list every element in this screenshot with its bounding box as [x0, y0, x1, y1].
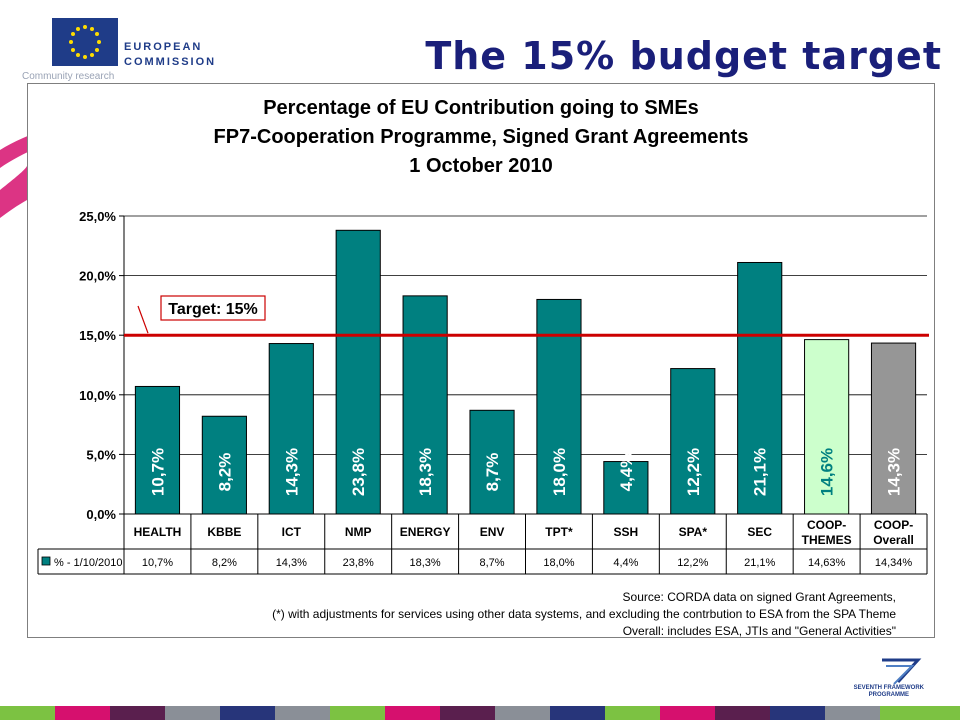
chart-frame: Percentage of EU Contribution going to S…	[27, 83, 935, 638]
bar-7	[603, 461, 649, 515]
table-value-0: 10,7%	[142, 557, 173, 569]
category-label-7: SSH	[614, 525, 639, 539]
category-label-8: SPA*	[679, 525, 708, 539]
table-value-1: 8,2%	[212, 557, 237, 569]
target-label: Target: 15%	[168, 301, 258, 318]
bar-label-2: 14,3%	[282, 448, 301, 496]
category-label-6: TPT*	[545, 525, 573, 539]
y-tick-label: 0,0%	[86, 507, 116, 522]
table-value-9: 21,1%	[744, 557, 775, 569]
table-value-3: 23,8%	[343, 557, 374, 569]
target-label-box	[160, 295, 266, 321]
eu-flag-icon	[52, 18, 118, 66]
y-tick-label: 5,0%	[86, 447, 116, 462]
y-tick-label: 15,0%	[79, 328, 116, 343]
bar-11	[870, 342, 917, 515]
bar-label-6: 18,0%	[550, 448, 569, 496]
bar-label-8: 12,2%	[684, 448, 703, 496]
chart-title-line-3: 1 October 2010	[409, 155, 552, 177]
bar-label-5: 8,7%	[483, 453, 502, 492]
table-value-6: 18,0%	[543, 557, 574, 569]
bar-label-0: 10,7%	[148, 448, 167, 496]
legend-swatch	[41, 556, 51, 566]
chart-title-line-1: Percentage of EU Contribution going to S…	[263, 97, 699, 119]
slide-title: The 15% budget target	[425, 34, 942, 78]
bar-4	[402, 295, 448, 515]
bar-8	[670, 368, 716, 515]
bar-label-9: 21,1%	[751, 448, 770, 496]
target-callout-line	[137, 305, 149, 334]
fp7-logo-icon	[882, 658, 922, 685]
category-label-10: THEMES	[802, 533, 852, 547]
bar-1	[201, 415, 247, 515]
bar-label-11: 14,3%	[885, 448, 904, 496]
table-value-2: 14,3%	[276, 557, 307, 569]
category-label-4: ENERGY	[400, 525, 451, 539]
commission-logo-text: EUROPEAN COMMISSION	[124, 40, 216, 70]
category-label-1: KBBE	[207, 525, 241, 539]
bar-label-1: 8,2%	[215, 453, 234, 492]
source-note-2: (*) with adjustments for services using …	[272, 607, 896, 621]
category-label-2: ICT	[282, 525, 302, 539]
source-note-1: Source: CORDA data on signed Grant Agree…	[623, 590, 896, 604]
category-label-11: Overall	[873, 533, 914, 547]
bar-label-10: 14,6%	[818, 448, 837, 496]
y-tick-label: 20,0%	[79, 269, 116, 284]
bar-2	[268, 343, 314, 515]
table-value-8: 12,2%	[677, 557, 708, 569]
bar-9	[737, 261, 783, 515]
bar-label-7: 4,4%	[617, 453, 636, 492]
logo-subtitle: Community research	[22, 71, 115, 82]
bar-5	[469, 409, 515, 515]
category-label-3: NMP	[345, 525, 372, 539]
logo-line-1: EUROPEAN	[124, 41, 203, 53]
table-value-5: 8,7%	[480, 557, 505, 569]
category-label-9: SEC	[747, 525, 772, 539]
category-label-5: ENV	[480, 525, 505, 539]
fp7-caption-line-1: SEVENTH FRAMEWORK	[853, 685, 924, 691]
table-value-4: 18,3%	[410, 557, 441, 569]
category-label-10: COOP-	[807, 518, 846, 532]
table-value-10: 14,63%	[808, 557, 846, 569]
fp7-caption: SEVENTH FRAMEWORK PROGRAMME	[854, 685, 924, 699]
bar-label-4: 18,3%	[416, 448, 435, 496]
legend-label: % - 1/10/2010	[54, 557, 123, 569]
fp7-caption-line-2: PROGRAMME	[868, 692, 909, 698]
chart-title-line-2: FP7-Cooperation Programme, Signed Grant …	[214, 126, 749, 148]
bar-10	[804, 339, 850, 515]
y-tick-label: 10,0%	[79, 388, 116, 403]
category-label-11: COOP-	[874, 518, 913, 532]
y-tick-label: 25,0%	[79, 209, 116, 224]
source-note-3: Overall: includes ESA, JTIs and "General…	[623, 624, 896, 637]
bar-label-3: 23,8%	[349, 448, 368, 496]
table-value-11: 14,34%	[875, 557, 913, 569]
bar-0	[134, 385, 181, 515]
category-label-0: HEALTH	[134, 525, 182, 539]
sme-contribution-chart: Percentage of EU Contribution going to S…	[37, 97, 929, 637]
table-value-7: 4,4%	[613, 557, 638, 569]
logo-line-2: COMMISSION	[124, 56, 217, 68]
